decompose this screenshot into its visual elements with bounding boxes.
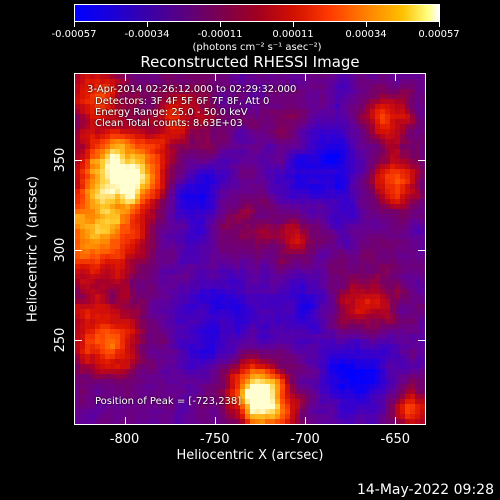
- x-axis-tick-label: -650: [380, 432, 411, 447]
- y-axis-tick: [418, 340, 426, 342]
- annotation-clean-counts: Clean Total counts: 8.63E+03: [95, 118, 243, 129]
- colorbar-tick: [439, 22, 440, 27]
- y-axis-tick: [74, 249, 82, 251]
- colorbar: -0.00057 -0.00034 -0.00011 0.00011 0.00034 0.…: [52, 4, 460, 53]
- colorbar-units: (photons cm⁻² s⁻¹ asec⁻²): [192, 42, 322, 53]
- colorbar-tick: [220, 22, 221, 27]
- x-axis-tick: [214, 73, 216, 81]
- x-axis-tick: [124, 73, 126, 81]
- x-axis-tick: [124, 417, 126, 425]
- colorbar-tick: [366, 22, 367, 27]
- x-axis-tick-label: -800: [109, 432, 140, 447]
- x-axis-tick-label: -750: [200, 432, 230, 447]
- x-axis-tick: [395, 417, 397, 425]
- colorbar-gradient: [74, 4, 440, 22]
- y-axis-tick-label: 300: [52, 237, 68, 263]
- y-axis-tick: [74, 159, 82, 161]
- y-axis-label: Heliocentric Y (arcsec): [25, 176, 41, 322]
- annotation-energy-range: Energy Range: 25.0 - 50.0 keV: [95, 107, 248, 118]
- plot-area: 3-Apr-2014 02:26:12.000 to 02:29:32.000 …: [74, 73, 426, 425]
- y-axis-tick: [418, 159, 426, 161]
- colorbar-tick-label: -0.00057: [51, 29, 97, 40]
- colorbar-tick: [74, 22, 75, 27]
- x-axis-label: Heliocentric X (arcsec): [176, 448, 324, 463]
- y-axis-tick-label: 350: [52, 147, 68, 173]
- annotation-detectors: Detectors: 3F 4F 5F 6F 7F 8F, Att 0: [95, 96, 270, 107]
- x-axis-tick-label: -700: [290, 432, 320, 447]
- colorbar-tick: [147, 22, 148, 27]
- colorbar-tick-label: 0.00011: [272, 29, 314, 40]
- x-axis-tick: [305, 417, 307, 425]
- annotation-time-range: 3-Apr-2014 02:26:12.000 to 02:29:32.000: [87, 84, 297, 95]
- x-axis-tick: [214, 417, 216, 425]
- timestamp: 14-May-2022 09:28: [356, 482, 494, 498]
- y-axis-tick-label: 250: [52, 327, 68, 353]
- x-axis-tick: [305, 73, 307, 81]
- colorbar-tick-label: 0.00057: [418, 29, 460, 40]
- y-axis-tick: [418, 249, 426, 251]
- annotation-peak-position: Position of Peak = [-723,238]: [95, 396, 242, 407]
- colorbar-tick-label: -0.00011: [197, 29, 243, 40]
- colorbar-tick-label: -0.00034: [124, 29, 170, 40]
- y-axis-tick: [74, 340, 82, 342]
- heatmap-image: [75, 74, 425, 424]
- x-axis-tick: [395, 73, 397, 81]
- chart-title: Reconstructed RHESSI Image: [140, 53, 360, 71]
- colorbar-tick-label: 0.00034: [345, 29, 387, 40]
- colorbar-tick: [293, 22, 294, 27]
